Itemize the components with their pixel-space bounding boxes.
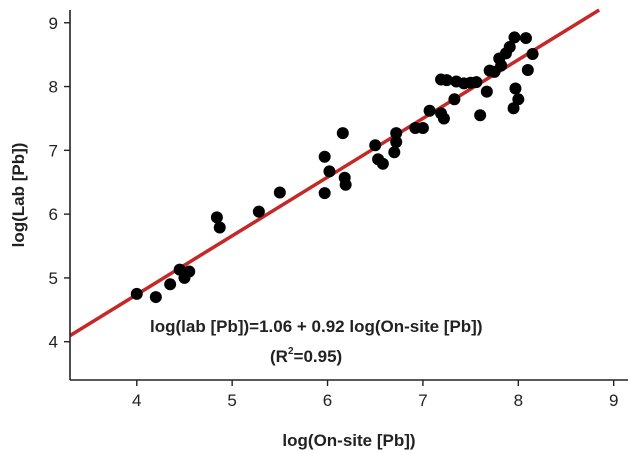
x-tick-label: 6: [323, 391, 332, 410]
data-point: [508, 31, 521, 44]
data-point: [416, 122, 429, 135]
x-tick-label: 7: [418, 391, 427, 410]
data-point: [526, 48, 539, 61]
r2-open: (R: [270, 347, 288, 366]
x-tick-label: 9: [609, 391, 618, 410]
x-tick-label: 5: [227, 391, 236, 410]
data-point: [323, 165, 336, 178]
data-point: [252, 205, 265, 218]
data-point: [318, 150, 331, 163]
y-tick-label: 7: [49, 141, 58, 160]
data-point: [480, 85, 493, 98]
data-point: [388, 146, 401, 159]
data-point: [376, 157, 389, 170]
axes: [69, 10, 628, 381]
points-layer: [130, 31, 539, 304]
x-tick-label: 8: [514, 391, 523, 410]
ticks: 4 5 6 7 8 9 4 5 6 7 8 9: [49, 14, 619, 410]
x-tick-label: 4: [132, 391, 141, 410]
regression-equation: log(lab [Pb])=1.06 + 0.92 log(On-site [P…: [150, 317, 483, 336]
r2-superscript: 2: [288, 346, 294, 357]
data-point: [450, 75, 463, 88]
r-squared-label: (R2=0.95): [270, 346, 342, 366]
data-point: [369, 139, 382, 152]
data-point: [448, 93, 461, 106]
data-point: [470, 76, 483, 89]
r2-close: =0.95): [294, 347, 343, 366]
data-point: [213, 221, 226, 234]
data-point: [210, 211, 223, 224]
y-tick-label: 5: [49, 269, 58, 288]
y-axis-title: log(Lab [Pb]): [9, 143, 28, 248]
data-point: [503, 41, 516, 53]
data-point: [164, 278, 177, 291]
data-point: [440, 74, 453, 87]
data-point: [390, 127, 403, 140]
data-point: [512, 93, 525, 106]
data-point: [183, 265, 196, 278]
data-point: [336, 127, 349, 140]
y-tick-label: 9: [49, 14, 58, 33]
data-point: [273, 186, 286, 199]
data-point: [130, 287, 143, 300]
data-point: [390, 136, 403, 149]
data-point: [437, 112, 450, 125]
data-point: [149, 291, 162, 304]
data-point: [339, 178, 352, 191]
data-point: [509, 82, 522, 95]
data-point: [507, 102, 520, 115]
data-point: [519, 32, 532, 45]
y-tick-label: 4: [49, 333, 58, 352]
data-point: [495, 59, 508, 72]
x-axis-title: log(On-site [Pb]): [282, 431, 415, 450]
data-point: [423, 104, 436, 117]
data-point: [474, 109, 487, 122]
data-point: [521, 63, 534, 76]
y-tick-label: 8: [49, 78, 58, 97]
y-tick-label: 6: [49, 205, 58, 224]
data-point: [318, 187, 331, 200]
